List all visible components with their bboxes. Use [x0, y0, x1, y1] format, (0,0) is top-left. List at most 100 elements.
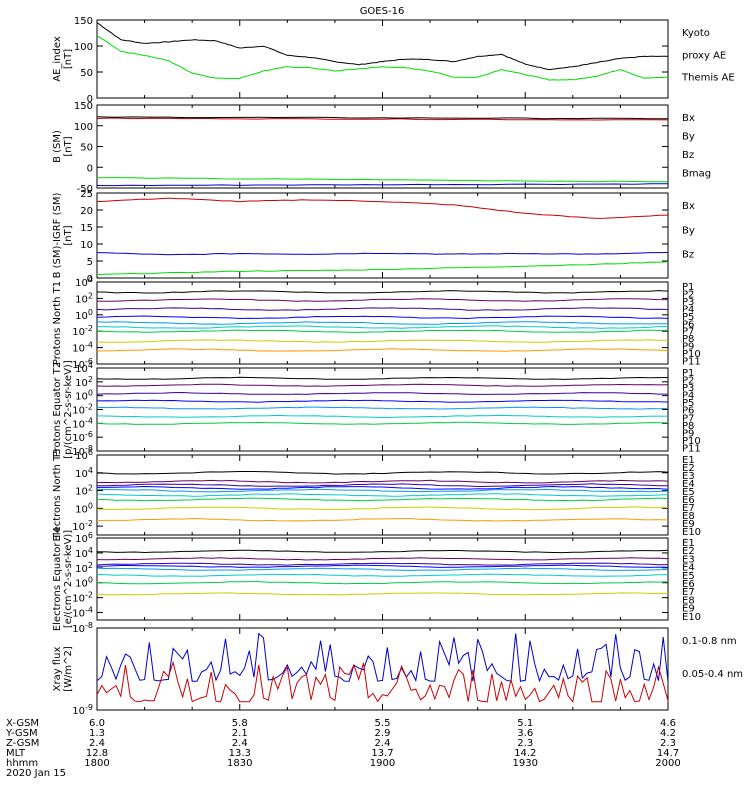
ephemeris-value: 1800	[84, 758, 109, 769]
legend-entry: P11	[682, 357, 701, 368]
ephemeris-value: 5.5	[375, 718, 391, 729]
ephemeris-value: 3.6	[517, 728, 533, 739]
series-e8	[96, 592, 669, 596]
legend-entry: E2	[682, 546, 695, 557]
y-tick-label: 10-2	[72, 591, 93, 605]
legend-entry: E3	[682, 471, 695, 482]
legend-entry: 0.1-0.8 nm	[682, 636, 737, 647]
y-tick-label: 102	[75, 561, 93, 575]
panel-5: Protons Equator T2[p/(cm^2-s-sr-keV)]10-…	[52, 360, 701, 459]
series-p1	[96, 290, 669, 294]
series-p7	[96, 329, 669, 333]
y-tick-label: 10-6	[72, 357, 93, 371]
ephemeris-table: X-GSM 6.0 5.8 5.5 5.1 4.6 Y-GSM 1.3 2.1 2.9 3.6 4.2…	[5, 718, 681, 779]
y-tick-label: 10-4	[72, 606, 93, 620]
ephemeris-value: 5.1	[517, 718, 533, 729]
y-tick-label: 20	[80, 206, 93, 217]
panel-4: Protons North T110-610-410-2100102104P1P…	[52, 275, 701, 371]
legend-entry: Themis AE	[681, 73, 735, 84]
series-e1	[97, 471, 669, 475]
series-e4	[96, 564, 669, 568]
y-tick-label: 100	[75, 308, 93, 322]
series-themis-ae	[96, 22, 669, 71]
series-by	[96, 261, 669, 276]
series-bx	[96, 183, 669, 187]
y-tick-label: 5	[87, 257, 93, 268]
legend-entry: P3	[682, 383, 694, 394]
ephemeris-value: 14.2	[514, 748, 536, 759]
y-tick-label: 10-4	[72, 416, 93, 430]
series-e4	[97, 485, 669, 490]
series-bx	[96, 252, 669, 256]
legend-entry: E2	[682, 463, 695, 474]
ephemeris-value: 13.3	[229, 748, 251, 759]
y-tick-label: 10-2	[72, 324, 93, 338]
y-tick-label: 0	[87, 94, 93, 105]
y-tick-label: 106	[75, 448, 93, 462]
legend-entry: Bz	[682, 150, 694, 161]
legend-entry: P3	[682, 297, 694, 308]
legend-entry: E1	[682, 538, 695, 549]
series-p3	[96, 307, 669, 311]
ephemeris-value: 4.2	[660, 728, 676, 739]
ephemeris-value: 13.7	[371, 748, 393, 759]
y-tick-label: 10-6	[72, 430, 93, 444]
legend-entry: P6	[682, 406, 694, 417]
y-tick-label: 102	[75, 375, 93, 389]
y-tick-label: 10-2	[72, 403, 93, 417]
y-tick-label: 10-8	[72, 444, 93, 458]
ephemeris-value: 12.8	[86, 748, 108, 759]
y-tick-label: 10-8	[72, 621, 93, 635]
series-p1	[96, 376, 669, 380]
series-e6	[96, 493, 669, 497]
legend-entry: P1	[682, 282, 694, 293]
series-0-05-0-4-nm	[96, 632, 669, 683]
y-axis-label: B (SM)[nT]	[52, 130, 74, 163]
legend-entry: E8	[682, 511, 695, 522]
y-tick-label: 10	[80, 240, 93, 251]
legend-entry: By	[682, 225, 695, 236]
ephemeris-value: 2000	[655, 758, 680, 769]
ephemeris-label: Y-GSM	[5, 728, 38, 739]
legend-entry: Bx	[682, 113, 695, 124]
panel-frame	[96, 367, 669, 452]
y-tick-label: 10-2	[72, 519, 93, 533]
panel-1: AE_index[nT] 0 50 100 150 Kyoto proxy AE Themis…	[52, 16, 735, 105]
y-tick-label: 104	[75, 466, 93, 480]
y-axis-label: AE_index[nT]	[52, 36, 74, 82]
legend-entry: E4	[682, 479, 695, 490]
y-tick-label: 102	[75, 484, 93, 498]
ephemeris-value: 2.4	[232, 738, 248, 749]
ephemeris-label: hhmm	[6, 758, 38, 769]
y-axis-label: Xray flux[W/m^2]	[52, 646, 74, 692]
legend-entry: E7	[682, 587, 695, 598]
y-tick-label: 100	[74, 122, 93, 133]
plot-title: GOES-16	[360, 6, 405, 17]
legend-entry: P6	[682, 319, 694, 330]
y-tick-label: 106	[75, 531, 93, 545]
y-tick-label: 25	[80, 189, 93, 200]
ephemeris-label: X-GSM	[6, 718, 39, 729]
ephemeris-value: 1930	[513, 758, 538, 769]
y-tick-label: 0	[87, 274, 93, 285]
legend-entry: P2	[682, 376, 694, 387]
legend-entry: P5	[682, 398, 694, 409]
series-p3	[96, 391, 668, 395]
legend-entry: E8	[682, 595, 695, 606]
legend-entry: E9	[682, 519, 695, 530]
panel-frame	[96, 454, 669, 536]
ephemeris-value: 1.3	[89, 728, 105, 739]
legend-entry: E6	[682, 495, 695, 506]
series-e9	[96, 517, 669, 522]
panel-2: B (SM)[nT] -50 0 50 100 150 Bx By Bz Bmag	[52, 101, 711, 195]
legend-entry: P5	[682, 312, 694, 323]
series-by	[96, 177, 668, 183]
legend-entry: E1	[682, 455, 695, 466]
series-e2	[96, 479, 669, 484]
legend-entry: Kyoto	[682, 28, 710, 39]
legend-entry: P9	[682, 342, 694, 353]
y-tick-label: 10-9	[72, 703, 93, 717]
legend-entry: E6	[682, 579, 695, 590]
series-p4	[96, 399, 669, 403]
